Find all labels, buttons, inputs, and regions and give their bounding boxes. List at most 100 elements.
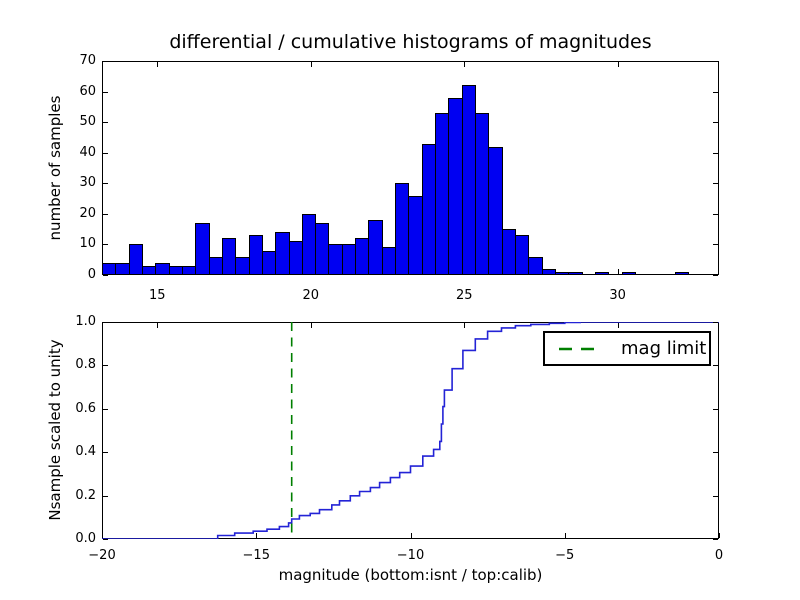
- bottom-y-tick-label: 0.0: [75, 531, 96, 546]
- axis-tick: [103, 244, 108, 246]
- histogram-bar: [368, 219, 383, 275]
- histogram-bar: [421, 143, 437, 275]
- histogram-bar: [221, 238, 237, 275]
- axis-tick: [310, 323, 312, 328]
- histogram-bar: [488, 146, 503, 275]
- cumulative-curve-canvas: [102, 322, 719, 539]
- axis-tick: [713, 275, 718, 276]
- histogram-bar: [528, 256, 543, 275]
- axis-tick: [103, 452, 108, 454]
- axis-tick: [103, 275, 108, 276]
- axis-tick: [256, 533, 258, 538]
- axis-tick: [713, 213, 718, 215]
- histogram-bar: [181, 265, 197, 275]
- histogram-bar: [208, 256, 223, 275]
- axis-tick: [103, 122, 108, 124]
- axis-tick: [713, 244, 718, 246]
- histogram-bar: [315, 223, 330, 275]
- legend-dash-sample-icon: [559, 347, 603, 350]
- axis-tick: [713, 495, 718, 497]
- axis-tick: [713, 152, 718, 154]
- histogram-bar: [235, 256, 250, 275]
- histogram-bar: [501, 229, 516, 275]
- histogram-bar: [288, 241, 303, 275]
- axis-tick: [617, 323, 619, 328]
- histogram-bar: [554, 271, 570, 275]
- axis-tick: [564, 533, 566, 538]
- axis-tick: [713, 61, 718, 62]
- top-x-tick-label: 30: [609, 288, 626, 303]
- histogram-bar: [102, 262, 117, 275]
- top-y-tick-label: 60: [79, 83, 96, 99]
- axis-tick: [103, 365, 108, 367]
- bottom-y-tick-label: 1.0: [75, 314, 96, 329]
- top-y-tick-label: 10: [79, 236, 96, 252]
- histogram-bar: [541, 268, 556, 275]
- histogram-bar: [408, 195, 423, 275]
- histogram-bar: [248, 235, 263, 275]
- axis-tick: [464, 323, 466, 328]
- axis-tick: [157, 62, 159, 67]
- bottom-axes: [102, 322, 719, 539]
- histogram-bar: [141, 265, 157, 275]
- bottom-y-tick-label: 0.4: [75, 444, 96, 460]
- top-x-tick-label: 20: [302, 288, 319, 303]
- axis-tick: [617, 269, 619, 274]
- bottom-x-tick-label: −20: [88, 548, 116, 563]
- top-x-tick-label: 15: [148, 288, 166, 303]
- bottom-x-tick-label: −10: [396, 548, 425, 563]
- axis-tick: [103, 61, 108, 62]
- axis-tick: [157, 323, 159, 328]
- axis-tick: [410, 533, 412, 538]
- axis-tick: [310, 62, 312, 67]
- bottom-x-tick-label: −15: [242, 548, 270, 563]
- histogram-bar: [475, 112, 490, 275]
- axis-tick: [713, 91, 718, 93]
- top-x-tick-label: 25: [455, 288, 473, 303]
- histogram-bar: [328, 244, 343, 275]
- histogram-bar: [514, 235, 530, 275]
- histogram-bar: [341, 244, 357, 275]
- top-y-tick-label: 70: [79, 53, 96, 68]
- histogram-bar: [355, 238, 370, 275]
- axis-tick: [103, 152, 108, 154]
- bottom-x-axis-label: magnitude (bottom:isnt / top:calib): [278, 566, 543, 584]
- histogram-bar: [195, 223, 210, 275]
- bottom-y-tick-label: 0.2: [75, 487, 96, 503]
- axis-tick: [103, 322, 108, 323]
- histogram-bar: [448, 97, 463, 275]
- axis-tick: [617, 62, 619, 67]
- bottom-y-tick-label: 0.6: [75, 400, 96, 416]
- histogram-bar: [128, 244, 143, 275]
- histogram-bar: [381, 247, 397, 275]
- histogram-bar: [568, 271, 583, 275]
- histogram-bar: [621, 271, 636, 275]
- histogram-bar: [261, 250, 277, 275]
- histogram-bar: [168, 265, 183, 275]
- axis-tick: [103, 91, 108, 93]
- histogram-bar: [435, 112, 450, 275]
- axis-tick: [719, 533, 720, 538]
- bottom-x-tick-label: −5: [555, 548, 575, 563]
- legend-label: mag limit: [621, 338, 707, 359]
- histogram-bar: [395, 183, 410, 275]
- axis-tick: [103, 213, 108, 215]
- axis-tick: [713, 539, 718, 540]
- legend-box: mag limit: [543, 331, 711, 366]
- axis-tick: [713, 365, 718, 367]
- bottom-x-tick-label: 0: [714, 548, 724, 563]
- top-y-tick-label: 30: [79, 175, 96, 191]
- top-y-tick-label: 40: [79, 144, 96, 160]
- histogram-bar: [155, 262, 170, 275]
- axis-tick: [713, 408, 718, 410]
- histogram-bar: [461, 85, 476, 275]
- histogram-bar: [115, 262, 130, 275]
- axis-tick: [713, 452, 718, 454]
- axis-tick: [713, 183, 718, 185]
- histogram-bar: [674, 271, 690, 275]
- axis-tick: [103, 539, 108, 540]
- cumulative-step-line: [102, 322, 719, 539]
- axis-tick: [713, 122, 718, 124]
- top-y-tick-label: 20: [79, 205, 96, 221]
